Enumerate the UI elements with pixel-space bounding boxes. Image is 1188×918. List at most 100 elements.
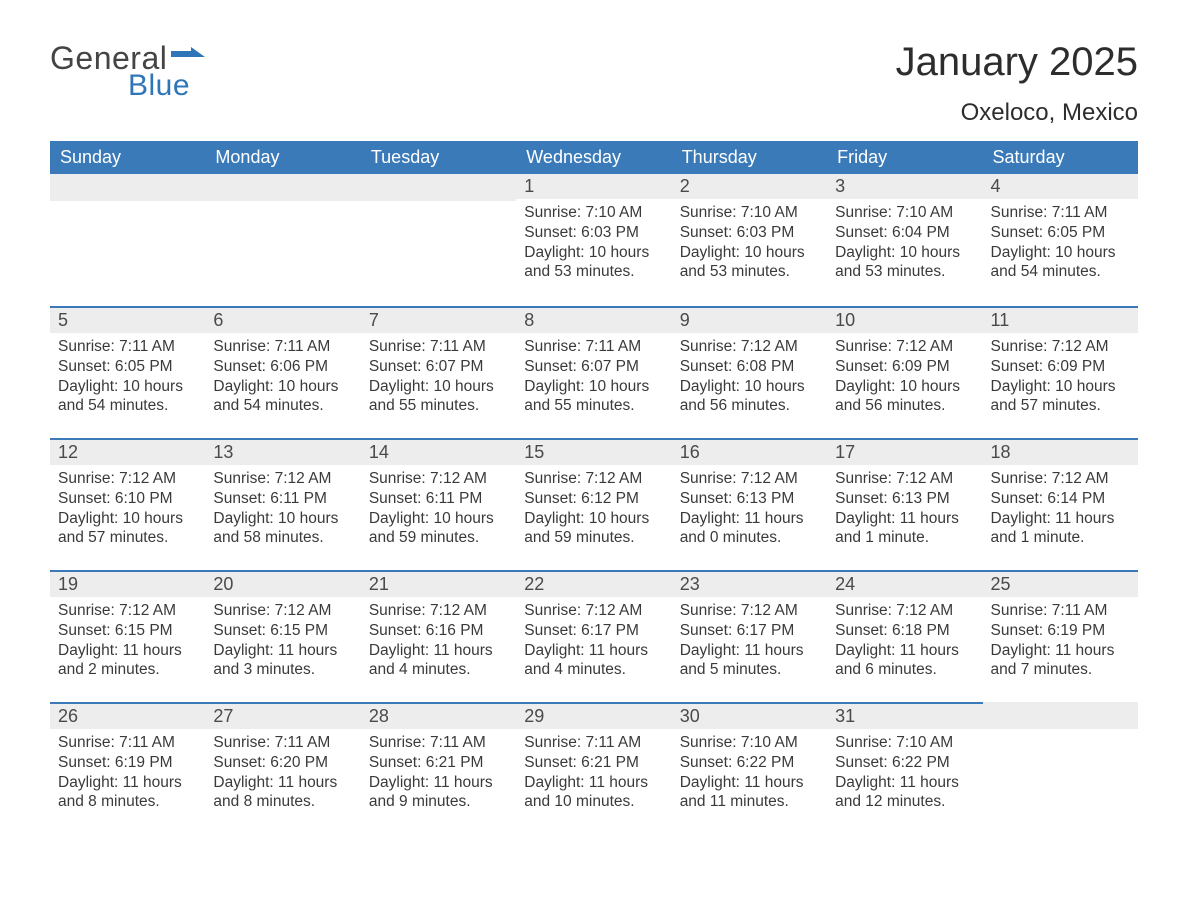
sunset-line: Sunset: 6:20 PM [213, 753, 352, 773]
day-number: 8 [516, 306, 671, 333]
weekday-header-row: SundayMondayTuesdayWednesdayThursdayFrid… [50, 141, 1138, 174]
sunset-line: Sunset: 6:19 PM [991, 621, 1130, 641]
weekday-header-cell: Tuesday [361, 141, 516, 174]
sunrise-line: Sunrise: 7:11 AM [213, 337, 352, 357]
empty-day-bar [361, 174, 516, 201]
day-body: Sunrise: 7:12 AMSunset: 6:15 PMDaylight:… [50, 597, 205, 688]
day-number: 16 [672, 438, 827, 465]
day-number: 13 [205, 438, 360, 465]
day-number: 26 [50, 702, 205, 729]
sunset-line: Sunset: 6:07 PM [524, 357, 663, 377]
day-body: Sunrise: 7:10 AMSunset: 6:22 PMDaylight:… [672, 729, 827, 820]
day-body: Sunrise: 7:11 AMSunset: 6:07 PMDaylight:… [516, 333, 671, 424]
daylight-line: Daylight: 11 hours and 7 minutes. [991, 641, 1130, 681]
sunset-line: Sunset: 6:17 PM [524, 621, 663, 641]
sunrise-line: Sunrise: 7:12 AM [524, 601, 663, 621]
sunrise-line: Sunrise: 7:12 AM [524, 469, 663, 489]
day-number: 31 [827, 702, 982, 729]
daylight-line: Daylight: 10 hours and 57 minutes. [58, 509, 197, 549]
sunset-line: Sunset: 6:15 PM [213, 621, 352, 641]
sunset-line: Sunset: 6:15 PM [58, 621, 197, 641]
day-body: Sunrise: 7:12 AMSunset: 6:15 PMDaylight:… [205, 597, 360, 688]
calendar: SundayMondayTuesdayWednesdayThursdayFrid… [50, 141, 1138, 834]
sunrise-line: Sunrise: 7:11 AM [524, 733, 663, 753]
day-body: Sunrise: 7:12 AMSunset: 6:09 PMDaylight:… [983, 333, 1138, 424]
day-cell: 15Sunrise: 7:12 AMSunset: 6:12 PMDayligh… [516, 438, 671, 570]
sunset-line: Sunset: 6:04 PM [835, 223, 974, 243]
sunrise-line: Sunrise: 7:10 AM [680, 733, 819, 753]
week-row: 19Sunrise: 7:12 AMSunset: 6:15 PMDayligh… [50, 570, 1138, 702]
sunrise-line: Sunrise: 7:12 AM [680, 469, 819, 489]
day-cell: 12Sunrise: 7:12 AMSunset: 6:10 PMDayligh… [50, 438, 205, 570]
empty-day-bar [50, 174, 205, 201]
week-row: 26Sunrise: 7:11 AMSunset: 6:19 PMDayligh… [50, 702, 1138, 834]
sunset-line: Sunset: 6:13 PM [835, 489, 974, 509]
weekday-header-cell: Monday [205, 141, 360, 174]
day-number: 22 [516, 570, 671, 597]
title-block: January 2025 Oxeloco, Mexico [896, 40, 1138, 127]
day-number: 4 [983, 174, 1138, 199]
day-body: Sunrise: 7:11 AMSunset: 6:19 PMDaylight:… [983, 597, 1138, 688]
daylight-line: Daylight: 10 hours and 54 minutes. [213, 377, 352, 417]
day-cell: 9Sunrise: 7:12 AMSunset: 6:08 PMDaylight… [672, 306, 827, 438]
day-cell: 3Sunrise: 7:10 AMSunset: 6:04 PMDaylight… [827, 174, 982, 306]
day-number: 7 [361, 306, 516, 333]
sunrise-line: Sunrise: 7:11 AM [991, 601, 1130, 621]
day-body: Sunrise: 7:12 AMSunset: 6:11 PMDaylight:… [361, 465, 516, 556]
weekday-header-cell: Friday [827, 141, 982, 174]
header-area: General Blue January 2025 Oxeloco, Mexic… [50, 40, 1138, 127]
day-cell: 5Sunrise: 7:11 AMSunset: 6:05 PMDaylight… [50, 306, 205, 438]
day-cell: 7Sunrise: 7:11 AMSunset: 6:07 PMDaylight… [361, 306, 516, 438]
daylight-line: Daylight: 11 hours and 10 minutes. [524, 773, 663, 813]
day-body: Sunrise: 7:10 AMSunset: 6:03 PMDaylight:… [516, 199, 671, 290]
daylight-line: Daylight: 11 hours and 6 minutes. [835, 641, 974, 681]
day-number: 17 [827, 438, 982, 465]
day-cell: 4Sunrise: 7:11 AMSunset: 6:05 PMDaylight… [983, 174, 1138, 306]
day-cell: 21Sunrise: 7:12 AMSunset: 6:16 PMDayligh… [361, 570, 516, 702]
daylight-line: Daylight: 10 hours and 53 minutes. [680, 243, 819, 283]
sunset-line: Sunset: 6:14 PM [991, 489, 1130, 509]
daylight-line: Daylight: 11 hours and 0 minutes. [680, 509, 819, 549]
day-number: 24 [827, 570, 982, 597]
day-cell: 25Sunrise: 7:11 AMSunset: 6:19 PMDayligh… [983, 570, 1138, 702]
day-body: Sunrise: 7:10 AMSunset: 6:22 PMDaylight:… [827, 729, 982, 820]
weeks-container: 1Sunrise: 7:10 AMSunset: 6:03 PMDaylight… [50, 174, 1138, 834]
sunset-line: Sunset: 6:22 PM [835, 753, 974, 773]
daylight-line: Daylight: 11 hours and 11 minutes. [680, 773, 819, 813]
sunset-line: Sunset: 6:06 PM [213, 357, 352, 377]
day-number: 6 [205, 306, 360, 333]
day-body: Sunrise: 7:12 AMSunset: 6:13 PMDaylight:… [827, 465, 982, 556]
day-number: 14 [361, 438, 516, 465]
daylight-line: Daylight: 10 hours and 56 minutes. [835, 377, 974, 417]
sunrise-line: Sunrise: 7:11 AM [58, 733, 197, 753]
sunset-line: Sunset: 6:21 PM [524, 753, 663, 773]
sunset-line: Sunset: 6:11 PM [213, 489, 352, 509]
day-body: Sunrise: 7:12 AMSunset: 6:14 PMDaylight:… [983, 465, 1138, 556]
day-body: Sunrise: 7:11 AMSunset: 6:21 PMDaylight:… [516, 729, 671, 820]
day-cell: 16Sunrise: 7:12 AMSunset: 6:13 PMDayligh… [672, 438, 827, 570]
day-cell: 8Sunrise: 7:11 AMSunset: 6:07 PMDaylight… [516, 306, 671, 438]
day-number: 15 [516, 438, 671, 465]
empty-day-bar [205, 174, 360, 201]
sunset-line: Sunset: 6:09 PM [991, 357, 1130, 377]
day-cell: 11Sunrise: 7:12 AMSunset: 6:09 PMDayligh… [983, 306, 1138, 438]
day-number: 11 [983, 306, 1138, 333]
sunrise-line: Sunrise: 7:10 AM [680, 203, 819, 223]
day-number: 23 [672, 570, 827, 597]
day-cell: 29Sunrise: 7:11 AMSunset: 6:21 PMDayligh… [516, 702, 671, 834]
daylight-line: Daylight: 11 hours and 8 minutes. [213, 773, 352, 813]
day-cell: 1Sunrise: 7:10 AMSunset: 6:03 PMDaylight… [516, 174, 671, 306]
sunrise-line: Sunrise: 7:10 AM [524, 203, 663, 223]
sunrise-line: Sunrise: 7:10 AM [835, 733, 974, 753]
day-body: Sunrise: 7:12 AMSunset: 6:17 PMDaylight:… [672, 597, 827, 688]
sunset-line: Sunset: 6:21 PM [369, 753, 508, 773]
day-number: 27 [205, 702, 360, 729]
day-body: Sunrise: 7:10 AMSunset: 6:03 PMDaylight:… [672, 199, 827, 290]
day-cell: 2Sunrise: 7:10 AMSunset: 6:03 PMDaylight… [672, 174, 827, 306]
day-number: 30 [672, 702, 827, 729]
day-body: Sunrise: 7:11 AMSunset: 6:07 PMDaylight:… [361, 333, 516, 424]
day-cell: 14Sunrise: 7:12 AMSunset: 6:11 PMDayligh… [361, 438, 516, 570]
sunset-line: Sunset: 6:22 PM [680, 753, 819, 773]
day-cell: 31Sunrise: 7:10 AMSunset: 6:22 PMDayligh… [827, 702, 982, 834]
day-cell: 17Sunrise: 7:12 AMSunset: 6:13 PMDayligh… [827, 438, 982, 570]
